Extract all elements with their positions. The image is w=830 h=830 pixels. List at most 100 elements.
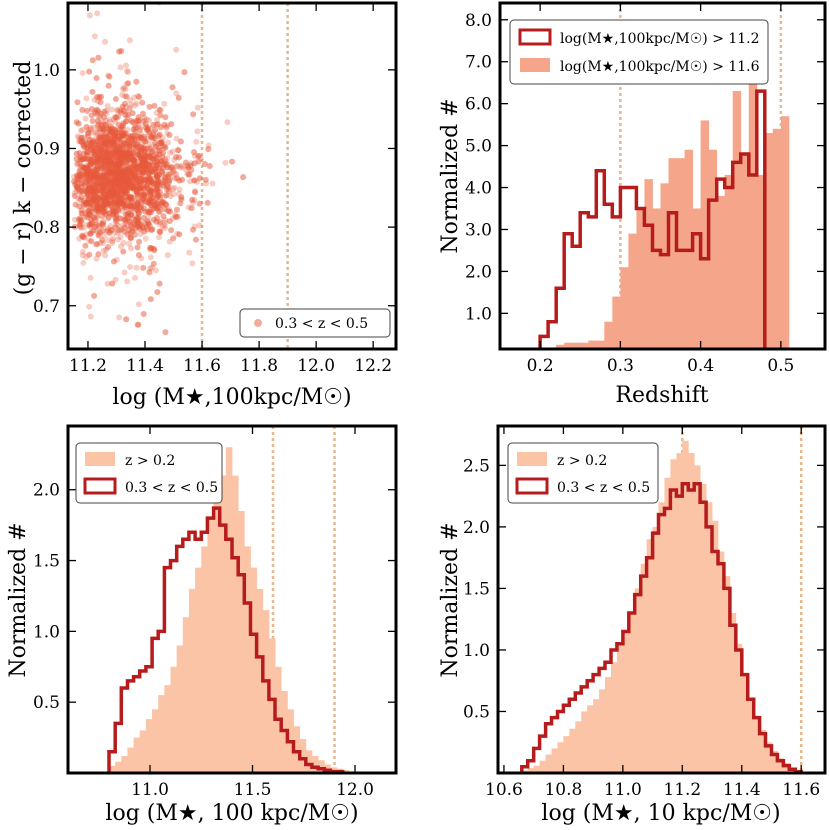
- x-tick-label: 0.4: [687, 356, 714, 376]
- scatter-point: [186, 249, 193, 256]
- scatter-point: [142, 235, 149, 242]
- histogram-bar: [772, 128, 782, 349]
- scatter-point: [145, 213, 152, 220]
- scatter-point: [127, 167, 134, 174]
- scatter-point: [192, 189, 199, 196]
- scatter-point: [102, 211, 109, 218]
- scatter-point: [103, 175, 110, 182]
- scatter-point: [131, 225, 138, 232]
- scatter-point: [144, 223, 151, 230]
- scatter-point: [117, 243, 124, 250]
- scatter-point: [101, 194, 108, 201]
- scatter-point: [101, 141, 108, 148]
- scatter-point: [134, 200, 141, 207]
- scatter-point: [81, 234, 88, 241]
- scatter-point: [142, 184, 149, 191]
- histogram-bar: [152, 709, 159, 773]
- scatter-point: [154, 178, 161, 185]
- scatter-point: [111, 192, 118, 199]
- scatter-point: [118, 126, 125, 133]
- scatter-point: [109, 165, 116, 172]
- scatter-point: [85, 167, 92, 174]
- scatter-point: [191, 160, 198, 167]
- scatter-point: [121, 150, 128, 157]
- scatter-point: [89, 57, 96, 64]
- histogram-bar: [716, 195, 726, 349]
- scatter-point: [108, 170, 115, 177]
- scatter-point: [97, 182, 104, 189]
- scatter-point: [116, 314, 123, 321]
- scatter-point: [109, 188, 116, 195]
- scatter-point: [78, 135, 85, 142]
- scatter-point: [143, 220, 150, 227]
- scatter-point: [92, 149, 99, 156]
- scatter-point: [150, 129, 157, 136]
- scatter-point: [82, 171, 89, 178]
- scatter-point: [167, 149, 174, 156]
- scatter-point: [117, 234, 124, 241]
- scatter-point: [103, 168, 110, 175]
- scatter-point: [118, 179, 125, 186]
- scatter-point: [123, 184, 130, 191]
- scatter-point: [101, 126, 108, 133]
- scatter-point: [162, 155, 169, 162]
- scatter-point: [156, 131, 163, 138]
- scatter-point: [80, 179, 87, 186]
- scatter-point: [93, 171, 100, 178]
- scatter-point: [99, 159, 106, 166]
- scatter-point: [138, 192, 145, 199]
- scatter-point: [99, 184, 106, 191]
- scatter-point: [144, 126, 151, 133]
- scatter-point: [96, 204, 103, 211]
- scatter-point: [137, 185, 144, 192]
- scatter-point: [90, 138, 97, 145]
- scatter-point: [191, 149, 198, 156]
- scatter-point: [130, 174, 137, 181]
- x-tick-label: 11.0: [131, 780, 169, 800]
- scatter-point: [101, 173, 108, 180]
- scatter-point: [130, 182, 137, 189]
- scatter-point: [134, 193, 141, 200]
- scatter-point: [206, 163, 213, 170]
- scatter-point: [131, 102, 138, 109]
- histogram-bar: [605, 677, 612, 773]
- scatter-point: [113, 163, 120, 170]
- scatter-point: [165, 172, 172, 179]
- scatter-point: [123, 144, 130, 151]
- scatter-point: [161, 205, 168, 212]
- scatter-point: [156, 144, 163, 151]
- scatter-point: [145, 178, 152, 185]
- scatter-point: [102, 160, 109, 167]
- scatter-point: [173, 90, 180, 97]
- scatter-point: [101, 201, 108, 208]
- x-tick-label: 11.5: [234, 780, 272, 800]
- scatter-point: [91, 147, 98, 154]
- scatter-point: [147, 190, 154, 197]
- scatter-point: [146, 170, 153, 177]
- scatter-point: [118, 183, 125, 190]
- scatter-point: [145, 157, 152, 164]
- scatter-point: [94, 138, 101, 145]
- scatter-point: [103, 182, 110, 189]
- scatter-point: [119, 142, 126, 149]
- scatter-point: [132, 132, 139, 139]
- scatter-point: [102, 122, 109, 129]
- scatter-point: [120, 151, 127, 158]
- scatter-point: [87, 140, 94, 147]
- scatter-point: [109, 145, 116, 152]
- histogram-bar: [207, 518, 214, 773]
- scatter-point: [189, 260, 196, 267]
- scatter-point: [161, 162, 168, 169]
- scatter-point: [105, 142, 112, 149]
- scatter-point: [147, 265, 154, 272]
- scatter-point: [92, 187, 99, 194]
- scatter-point: [127, 158, 134, 165]
- scatter-point: [106, 169, 113, 176]
- scatter-point: [141, 114, 148, 121]
- scatter-point: [77, 138, 84, 145]
- scatter-point: [106, 166, 113, 173]
- y-tick-label: 8.0: [465, 11, 492, 31]
- scatter-point: [84, 189, 91, 196]
- scatter-point: [105, 244, 112, 251]
- scatter-point: [113, 161, 120, 168]
